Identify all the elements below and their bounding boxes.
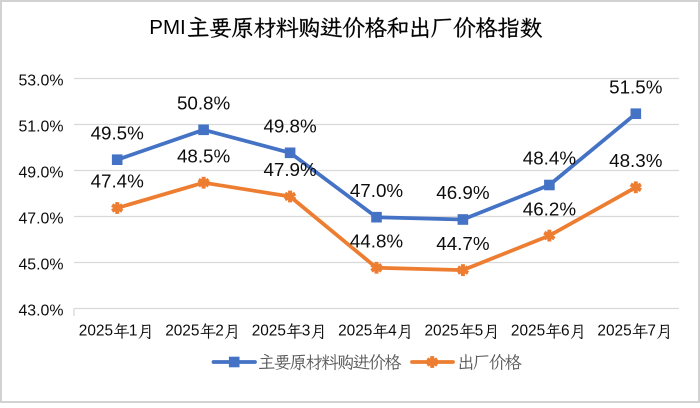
svg-text:49.8%: 49.8% (263, 116, 317, 137)
svg-text:45.0%: 45.0% (18, 257, 63, 274)
svg-text:47.9%: 47.9% (263, 159, 317, 180)
svg-text:53.0%: 53.0% (18, 73, 63, 90)
svg-text:2: 2 (215, 323, 224, 340)
svg-text:PMI: PMI (149, 16, 185, 39)
svg-text:47.4%: 47.4% (91, 171, 145, 192)
svg-text:48.5%: 48.5% (177, 145, 231, 166)
svg-text:2025: 2025 (252, 323, 286, 340)
svg-text:2025: 2025 (597, 323, 631, 340)
svg-text:5: 5 (475, 323, 484, 340)
svg-text:7: 7 (647, 323, 656, 340)
svg-text:6: 6 (561, 323, 570, 340)
svg-text:47.0%: 47.0% (350, 180, 404, 201)
svg-text:44.7%: 44.7% (436, 233, 490, 254)
svg-text:3: 3 (302, 323, 311, 340)
svg-text:47.0%: 47.0% (18, 211, 63, 228)
svg-text:43.0%: 43.0% (18, 303, 63, 320)
svg-text:2025: 2025 (425, 323, 459, 340)
svg-text:4: 4 (388, 323, 397, 340)
svg-text:2025: 2025 (338, 323, 372, 340)
svg-text:51.5%: 51.5% (609, 76, 663, 97)
svg-text:49.0%: 49.0% (18, 165, 63, 182)
svg-text:48.3%: 48.3% (609, 150, 663, 171)
svg-text:51.0%: 51.0% (18, 119, 63, 136)
svg-text:44.8%: 44.8% (350, 231, 404, 252)
svg-text:2025: 2025 (79, 323, 113, 340)
svg-text:1: 1 (129, 323, 138, 340)
svg-text:48.4%: 48.4% (523, 148, 577, 169)
svg-text:46.9%: 46.9% (436, 182, 490, 203)
svg-text:2025: 2025 (165, 323, 199, 340)
svg-text:2025: 2025 (511, 323, 545, 340)
svg-text:50.8%: 50.8% (177, 93, 231, 114)
svg-text:49.5%: 49.5% (91, 122, 145, 143)
svg-text:46.2%: 46.2% (523, 198, 577, 219)
